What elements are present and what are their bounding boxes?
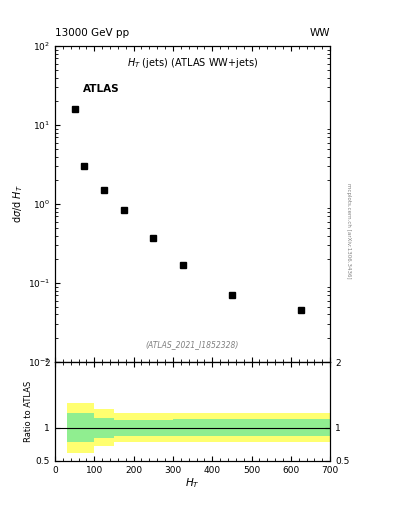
Text: (ATLAS_2021_I1852328): (ATLAS_2021_I1852328) — [146, 340, 239, 349]
Text: $H_T$ (jets) (ATLAS WW+jets): $H_T$ (jets) (ATLAS WW+jets) — [127, 56, 258, 70]
Y-axis label: Ratio to ATLAS: Ratio to ATLAS — [24, 381, 33, 442]
Text: mcplots.cern.ch [arXiv:1306.3436]: mcplots.cern.ch [arXiv:1306.3436] — [346, 183, 351, 278]
Text: ATLAS: ATLAS — [83, 84, 119, 94]
Y-axis label: d$\sigma$/d $H_T$: d$\sigma$/d $H_T$ — [11, 185, 25, 223]
Text: WW: WW — [310, 28, 330, 38]
Text: 13000 GeV pp: 13000 GeV pp — [55, 28, 129, 38]
X-axis label: $H_T$: $H_T$ — [185, 476, 200, 490]
